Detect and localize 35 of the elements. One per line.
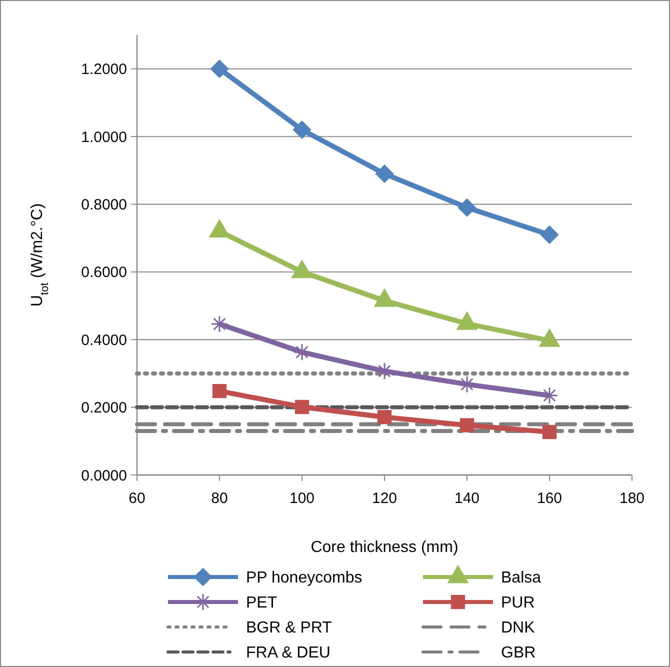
x-tick-label: 180: [619, 490, 645, 507]
point: [212, 384, 227, 398]
point: [377, 410, 392, 424]
y-tick-label: 1.2000: [81, 61, 127, 78]
point: [293, 343, 311, 361]
y-tick-label: 0.4000: [81, 332, 127, 349]
x-tick-label: 120: [372, 490, 398, 507]
point: [542, 424, 557, 440]
x-tick-label: 160: [536, 490, 562, 507]
point: [458, 198, 476, 217]
legend-label: PP honeycombs: [246, 570, 362, 587]
x-axis-title: Core thickness (mm): [310, 539, 458, 556]
point: [460, 418, 474, 432]
legend-label: GBR: [501, 644, 536, 662]
x-tick-label: 60: [128, 490, 146, 507]
legend-label: Balsa: [501, 570, 542, 587]
point: [292, 120, 312, 140]
legend-label: FRA & DEU: [246, 644, 330, 662]
y-tick-label: 0.0000: [81, 467, 127, 484]
point: [210, 60, 229, 78]
legend-label: PET: [246, 594, 278, 612]
x-tick-label: 80: [211, 490, 228, 507]
point: [294, 400, 310, 414]
legend-label: PUR: [501, 594, 535, 612]
y-tick-label: 0.8000: [81, 196, 127, 214]
legend-label: BGR & PRT: [246, 620, 332, 637]
x-tick-label: 140: [454, 490, 480, 507]
point: [210, 315, 228, 333]
y-tick-label: 0.6000: [81, 264, 127, 282]
legend-label: DNK: [501, 620, 536, 637]
y-tick-label: 0.2000: [81, 400, 127, 417]
point: [375, 164, 394, 184]
point: [540, 225, 559, 244]
y-tick-label: 1.0000: [81, 128, 127, 146]
x-tick-label: 100: [289, 490, 315, 507]
